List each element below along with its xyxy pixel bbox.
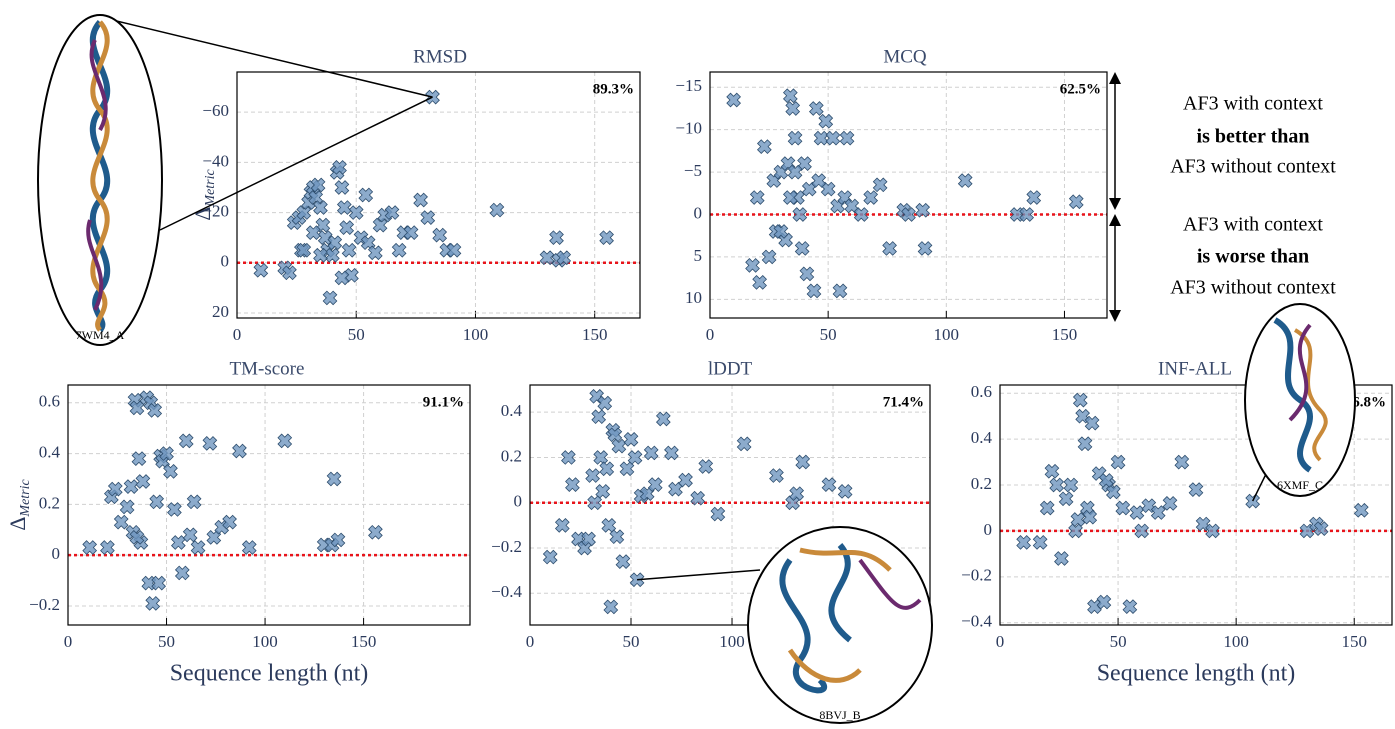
y-label-subscript: Metric: [18, 478, 33, 517]
y-tick-label: −0.4: [961, 612, 992, 631]
y-tick-label: −0.2: [29, 595, 60, 614]
x-tick-label: 0: [233, 325, 242, 344]
y-tick-label: −15: [675, 76, 702, 95]
x-tick-label: 100: [719, 632, 745, 651]
y-label-subscript: Metric: [203, 168, 218, 207]
percentage: 89.3%: [593, 81, 634, 97]
y-tick-label: −0.4: [491, 582, 522, 601]
inset-label: 8BVJ_B: [819, 708, 860, 722]
inset-label: 6XMF_C: [1277, 478, 1323, 492]
y-tick-label: 0.4: [39, 442, 61, 461]
x-tick-label: 100: [463, 325, 489, 344]
y-tick-label: 0: [514, 492, 523, 511]
x-tick-label: 100: [252, 632, 278, 651]
panel: 050100150−0.200.20.40.6TM-score91.1%ΔMet…: [5, 358, 470, 686]
panel-title: TM-score: [230, 358, 305, 379]
panel: 0 50 100 150 −15 −10 −5 0 5 10 MCQ 62.5%: [675, 46, 1107, 344]
y-tick-label: −40: [202, 151, 229, 170]
panel: 050100150−60−40−20020RMSD89.3%ΔMetric: [190, 46, 640, 344]
percentage: 91.1%: [423, 394, 464, 410]
y-tick-label: 0: [221, 252, 230, 271]
x-tick-label: 150: [351, 632, 377, 651]
y-tick-label: 0: [694, 203, 703, 222]
x-tick-label: 150: [1341, 632, 1367, 651]
y-tick-label: 0.2: [971, 474, 992, 493]
x-tick-label: 150: [582, 325, 608, 344]
percentage: 62.5%: [1060, 81, 1101, 97]
y-axis-label: ΔMetric: [5, 478, 33, 530]
side-note: AF3 without context: [1170, 277, 1336, 299]
y-tick-label: −0.2: [491, 537, 522, 556]
side-note: is worse than: [1197, 246, 1309, 268]
x-axis-label: Sequence length (nt): [170, 661, 369, 687]
y-tick-label: 0.6: [971, 382, 992, 401]
plot-area: [237, 72, 640, 318]
inset-label: 7WM4_A: [76, 328, 125, 342]
side-note: AF3 with context: [1183, 93, 1323, 115]
y-tick-label: 0.6: [39, 392, 60, 411]
percentage: 71.4%: [883, 394, 924, 410]
side-note: is better than: [1197, 126, 1310, 148]
panel-title: INF-ALL: [1158, 358, 1232, 379]
x-axis-label: Sequence length (nt): [1097, 661, 1296, 687]
x-tick-label: 0: [996, 632, 1005, 651]
panel-title: RMSD: [413, 46, 467, 67]
y-tick-label: 0.2: [39, 493, 60, 512]
y-tick-label: 5: [694, 246, 703, 265]
x-tick-label: 150: [1052, 325, 1078, 344]
plot-area: [710, 72, 1107, 318]
x-tick-label: 100: [934, 325, 960, 344]
y-tick-label: 0.4: [501, 401, 523, 420]
side-note: AF3 without context: [1170, 156, 1336, 178]
x-tick-label: 0: [706, 325, 715, 344]
x-tick-label: 0: [64, 632, 73, 651]
panel-title: MCQ: [883, 46, 927, 67]
y-tick-label: 0: [984, 520, 993, 539]
x-tick-label: 50: [158, 632, 175, 651]
x-tick-label: 0: [526, 632, 535, 651]
x-tick-label: 50: [820, 325, 837, 344]
y-tick-label: 10: [685, 288, 702, 307]
y-tick-label: −60: [202, 101, 229, 120]
y-tick-label: 0.2: [501, 446, 522, 465]
x-tick-label: 50: [623, 632, 640, 651]
x-tick-label: 100: [1223, 632, 1249, 651]
y-tick-label: 20: [212, 302, 229, 321]
side-note: AF3 with context: [1183, 214, 1323, 236]
y-tick-label: −5: [684, 161, 702, 180]
inset-ellipse: [748, 527, 932, 723]
y-tick-label: 0.4: [971, 428, 993, 447]
x-tick-label: 50: [348, 325, 365, 344]
figure: 050100150−60−40−20020RMSD89.3%ΔMetric050…: [0, 0, 1395, 729]
y-tick-label: −10: [675, 119, 702, 138]
y-tick-label: −0.2: [961, 566, 992, 585]
panel-title: lDDT: [708, 358, 753, 379]
y-tick-label: 0: [52, 544, 61, 563]
x-tick-label: 50: [1110, 632, 1127, 651]
y-label-symbol: Δ: [5, 517, 30, 531]
